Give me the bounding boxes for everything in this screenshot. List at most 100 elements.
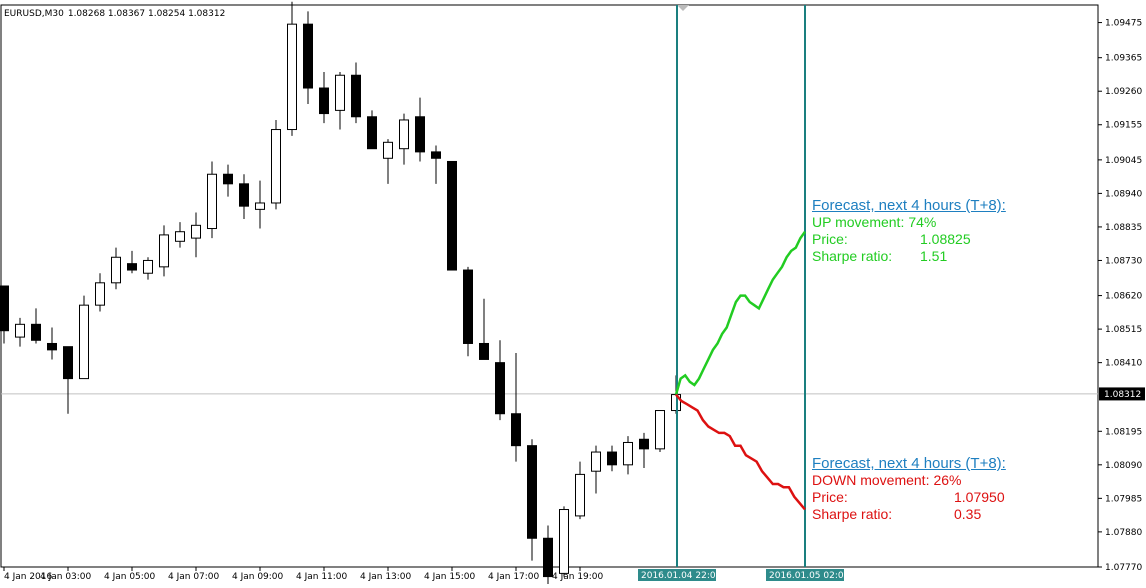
candle xyxy=(575,461,585,520)
candle xyxy=(591,445,601,494)
candle-body-bear xyxy=(415,116,425,153)
price-label: 1.09045 xyxy=(1105,156,1142,166)
candle-body-bear xyxy=(319,87,329,115)
candle-body-bear xyxy=(639,438,649,450)
forecast-down-title[interactable]: Forecast, next 4 hours (T+8): xyxy=(812,455,1006,472)
candle-body-bull xyxy=(79,304,89,380)
candle-body-bull xyxy=(175,231,185,242)
candle-body-bear xyxy=(47,342,57,351)
candle-body-bull xyxy=(623,441,633,466)
candle-body-bear xyxy=(303,23,313,89)
forecast-up-movement-label: UP movement: xyxy=(812,214,905,230)
time-label: 4 Jan 19:00 xyxy=(552,572,604,582)
chart-shift-marker-icon[interactable] xyxy=(677,5,689,11)
price-label: 1.09260 xyxy=(1105,87,1142,97)
time-label: 4 Jan 05:00 xyxy=(104,572,156,582)
time-label: 4 Jan 17:00 xyxy=(488,572,540,582)
candle-body-bear xyxy=(607,451,617,466)
candle xyxy=(127,250,137,274)
candle-body-bear xyxy=(31,323,41,341)
candle-body-bull xyxy=(255,202,265,210)
candle-body-bear xyxy=(63,346,73,380)
candle-body-bull xyxy=(143,259,153,274)
candle xyxy=(335,72,345,130)
price-label: 1.08835 xyxy=(1105,223,1142,233)
candle-body-bull xyxy=(191,224,201,239)
candle-body-bear xyxy=(431,151,441,159)
candle-body-bull xyxy=(15,323,25,338)
price-label: 1.09475 xyxy=(1105,19,1142,29)
time-label: 4 Jan 07:00 xyxy=(168,572,220,582)
candle-body-bull xyxy=(559,509,569,574)
candle-body-bear xyxy=(495,362,505,415)
candle xyxy=(383,139,393,184)
candle-body-bull xyxy=(399,119,409,150)
candle-body-bear xyxy=(447,160,457,271)
candle xyxy=(63,346,73,414)
price-label: 1.08195 xyxy=(1105,427,1142,437)
candle-body-bear xyxy=(127,263,137,271)
price-label: 1.07880 xyxy=(1105,528,1142,538)
candle xyxy=(111,247,121,290)
time-marker-1: 2016.01.04 22:00 xyxy=(638,569,722,581)
time-label: 4 Jan 09:00 xyxy=(232,572,284,582)
candle-body-bull xyxy=(591,451,601,472)
price-label: 1.08940 xyxy=(1105,189,1142,199)
forecast-up-line xyxy=(674,230,807,395)
forecast-down-movement-value: 26% xyxy=(933,472,962,488)
candle-body-bear xyxy=(239,183,249,207)
candle-body-bull xyxy=(271,129,281,204)
candle-body-bull xyxy=(575,473,585,517)
forecast-down-movement-label: DOWN movement: xyxy=(812,472,930,488)
candle xyxy=(207,161,217,239)
forecast-up-panel: Forecast, next 4 hours (T+8): UP movemen… xyxy=(812,197,1006,265)
price-label: 1.07985 xyxy=(1105,494,1142,504)
candle-body-bear xyxy=(223,173,233,185)
candle xyxy=(559,506,569,577)
forecast-down-price-label: Price: xyxy=(812,489,848,505)
svg-text:1.08312: 1.08312 xyxy=(1104,390,1141,400)
candles xyxy=(0,1,681,588)
price-label: 1.08410 xyxy=(1105,359,1142,369)
time-label: 4 Jan 15:00 xyxy=(424,572,476,582)
candle xyxy=(431,145,441,184)
candle xyxy=(495,340,505,421)
candle xyxy=(623,436,633,475)
candle-body-bear xyxy=(351,74,361,118)
candle xyxy=(415,97,425,162)
candle xyxy=(463,266,473,357)
candle-body-bear xyxy=(543,537,553,578)
candle-body-bull xyxy=(95,282,105,306)
candle-body-bull xyxy=(159,234,169,268)
candle xyxy=(543,525,553,588)
price-label: 1.07770 xyxy=(1105,563,1142,573)
candle-body-bull xyxy=(655,410,665,450)
forecast-up-title[interactable]: Forecast, next 4 hours (T+8): xyxy=(812,197,1006,214)
forecast-down-panel: Forecast, next 4 hours (T+8): DOWN movem… xyxy=(812,455,1006,523)
candle xyxy=(399,113,409,165)
candle xyxy=(319,72,329,124)
forecast-up-price-label: Price: xyxy=(812,231,848,247)
candle xyxy=(0,285,9,344)
time-label: 4 Jan 13:00 xyxy=(360,572,412,582)
forecast-down-line xyxy=(675,393,806,511)
candle xyxy=(47,327,57,360)
price-axis: 1.09475 1.09365 1.09260 1.09155 1.09045 1.089… xyxy=(1098,19,1142,573)
price-label: 1.09155 xyxy=(1105,121,1142,131)
candle xyxy=(287,1,297,136)
candle xyxy=(239,174,249,219)
candle-body-bull xyxy=(335,74,345,111)
price-label: 1.08090 xyxy=(1105,461,1142,471)
time-label: 4 Jan 2016 xyxy=(4,572,52,582)
candle xyxy=(79,295,89,380)
candle-body-bull xyxy=(287,23,297,131)
forecast-down-sharpe-label: Sharpe ratio: xyxy=(812,506,893,522)
candle-body-bear xyxy=(463,269,473,344)
candle-body-bull xyxy=(207,173,217,230)
forecast-down-price-value: 1.07950 xyxy=(954,489,1005,505)
candle xyxy=(223,164,233,197)
candle xyxy=(191,212,201,258)
candle xyxy=(511,353,521,462)
